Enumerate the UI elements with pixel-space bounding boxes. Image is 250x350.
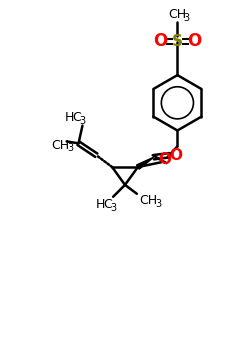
Polygon shape [136,157,154,169]
Text: H: H [96,198,105,211]
Text: 3: 3 [183,13,189,23]
Text: C: C [72,111,81,124]
Text: CH: CH [52,139,70,152]
Text: CH: CH [140,194,158,207]
Text: S: S [172,34,183,49]
Text: CH: CH [168,8,186,21]
Text: O: O [187,33,201,50]
Text: O: O [169,148,182,163]
Text: H: H [65,111,74,124]
Text: O: O [154,33,168,50]
Text: O: O [158,152,171,167]
Text: 3: 3 [156,199,162,209]
Text: 3: 3 [110,203,116,213]
Text: 3: 3 [80,116,86,126]
Text: 3: 3 [68,143,74,153]
Text: C: C [103,198,112,211]
